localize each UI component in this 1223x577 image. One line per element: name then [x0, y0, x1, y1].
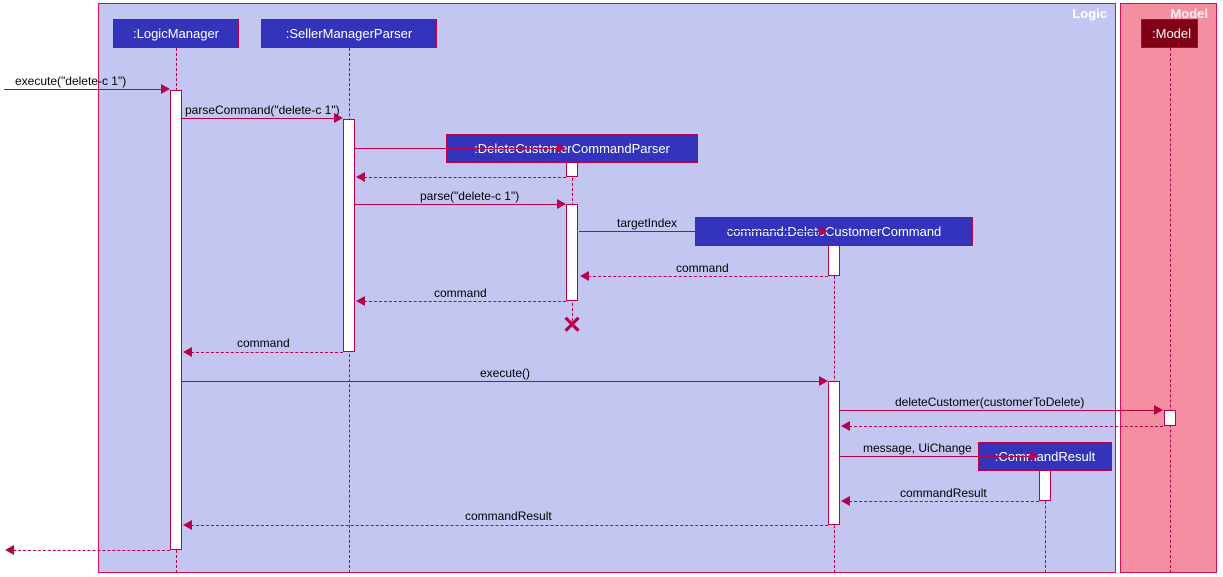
message-arrowhead-11 [841, 421, 850, 431]
message-label-10: deleteCustomer(customerToDelete) [895, 395, 1084, 409]
message-label-13: commandResult [900, 486, 987, 500]
message-line-7 [364, 301, 566, 302]
destroy-icon: ✕ [562, 314, 582, 338]
message-arrowhead-8 [183, 347, 192, 357]
message-line-13 [849, 501, 1039, 502]
activation-dccCommand-5 [828, 381, 840, 525]
message-arrowhead-13 [841, 496, 850, 506]
message-label-0: execute("delete-c 1") [15, 74, 126, 88]
message-arrowhead-7 [356, 296, 365, 306]
activation-model-7 [1164, 410, 1176, 426]
participant-logicManager: :LogicManager [113, 19, 239, 48]
message-arrowhead-0 [161, 84, 170, 94]
message-line-6 [588, 276, 828, 277]
activation-logicManager-0 [170, 90, 182, 550]
lifeline-model [1170, 48, 1171, 573]
message-label-1: parseCommand("delete-c 1") [185, 103, 340, 117]
message-line-14 [191, 525, 828, 526]
activation-commandResult-6 [1039, 470, 1051, 501]
message-line-11 [849, 426, 1163, 427]
message-line-5 [579, 231, 820, 232]
message-arrowhead-4 [557, 199, 566, 209]
message-line-9 [182, 381, 820, 382]
message-line-3 [364, 177, 566, 178]
message-arrowhead-2 [557, 143, 566, 153]
message-arrowhead-15 [5, 545, 14, 555]
message-line-8 [191, 352, 343, 353]
message-line-10 [840, 410, 1155, 411]
message-label-8: command [237, 336, 290, 350]
message-line-12 [840, 456, 1031, 457]
activation-dccCommand-4 [828, 245, 840, 276]
message-line-4 [355, 204, 558, 205]
message-line-2 [355, 148, 558, 149]
message-arrowhead-3 [356, 172, 365, 182]
message-arrowhead-14 [183, 520, 192, 530]
message-label-4: parse("delete-c 1") [420, 189, 519, 203]
model-region: Model [1120, 3, 1217, 573]
message-label-12: message, UiChange [863, 441, 972, 455]
message-line-1 [182, 118, 335, 119]
message-arrowhead-6 [580, 271, 589, 281]
message-arrowhead-5 [819, 226, 828, 236]
message-arrowhead-9 [819, 376, 828, 386]
message-arrowhead-10 [1154, 405, 1163, 415]
participant-model: :Model [1141, 19, 1198, 48]
message-line-0 [4, 89, 162, 90]
activation-dccParser-2 [566, 162, 578, 177]
participant-sellerParser: :SellerManagerParser [261, 19, 437, 48]
message-label-9: execute() [480, 366, 530, 380]
message-label-6: command [676, 261, 729, 275]
activation-sellerParser-1 [343, 119, 355, 352]
message-label-7: command [434, 286, 487, 300]
message-arrowhead-12 [1030, 451, 1039, 461]
logic-region-label: Logic [1072, 6, 1107, 21]
message-line-15 [13, 550, 170, 551]
message-label-5: targetIndex [617, 216, 677, 230]
message-label-14: commandResult [465, 509, 552, 523]
activation-dccParser-3 [566, 204, 578, 301]
